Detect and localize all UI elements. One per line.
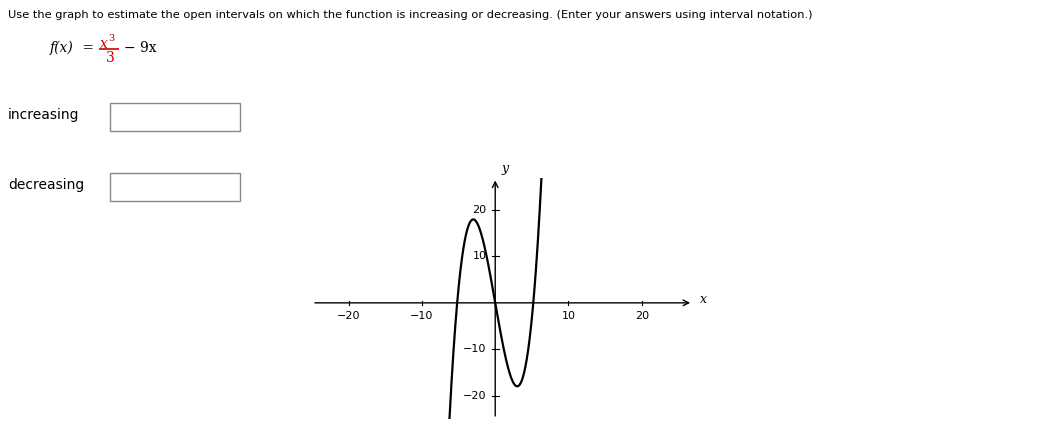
Text: 3: 3 xyxy=(108,33,114,42)
Text: −20: −20 xyxy=(338,311,361,321)
Text: f(x): f(x) xyxy=(50,41,74,55)
Text: −20: −20 xyxy=(463,390,487,401)
Text: −10: −10 xyxy=(411,311,434,321)
Text: y: y xyxy=(501,162,508,176)
Text: =: = xyxy=(78,41,94,55)
Text: −10: −10 xyxy=(463,344,487,354)
Text: increasing: increasing xyxy=(8,108,79,122)
Text: 3: 3 xyxy=(106,51,114,65)
Text: x: x xyxy=(101,37,108,51)
Text: 10: 10 xyxy=(562,311,576,321)
Text: 20: 20 xyxy=(635,311,649,321)
Text: 20: 20 xyxy=(472,205,487,215)
Text: decreasing: decreasing xyxy=(8,178,85,192)
FancyBboxPatch shape xyxy=(110,173,240,201)
Text: 10: 10 xyxy=(473,252,487,261)
Text: − 9x: − 9x xyxy=(124,41,157,55)
Text: Use the graph to estimate the open intervals on which the function is increasing: Use the graph to estimate the open inter… xyxy=(8,10,813,20)
FancyBboxPatch shape xyxy=(110,103,240,131)
Text: x: x xyxy=(700,293,708,306)
